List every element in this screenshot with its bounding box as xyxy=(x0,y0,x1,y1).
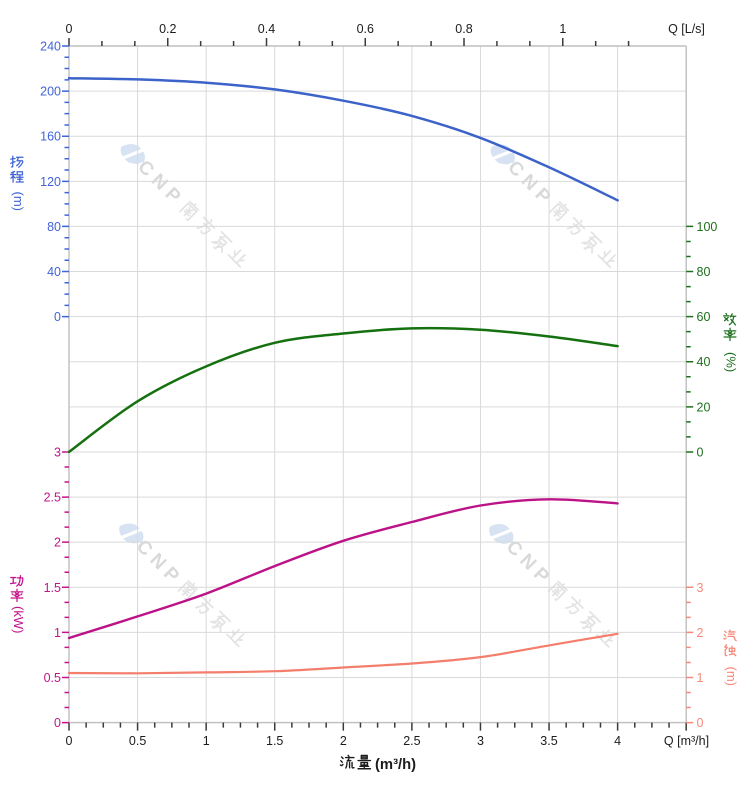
svg-text:4: 4 xyxy=(614,734,621,748)
svg-text:80: 80 xyxy=(697,265,711,279)
svg-text:200: 200 xyxy=(40,85,61,99)
svg-text:0: 0 xyxy=(54,310,61,324)
svg-text:(m³/h): (m³/h) xyxy=(375,757,416,773)
svg-text:0.6: 0.6 xyxy=(357,22,374,36)
svg-text:3: 3 xyxy=(697,581,704,595)
svg-text:2.5: 2.5 xyxy=(403,734,420,748)
svg-text:40: 40 xyxy=(47,265,61,279)
svg-text:0.5: 0.5 xyxy=(44,671,61,685)
svg-text:0: 0 xyxy=(54,716,61,730)
svg-text:120: 120 xyxy=(40,175,61,189)
svg-text:1: 1 xyxy=(54,626,61,640)
svg-text:0.8: 0.8 xyxy=(455,22,472,36)
svg-text:100: 100 xyxy=(697,220,718,234)
svg-text:0: 0 xyxy=(66,734,73,748)
svg-text:2.5: 2.5 xyxy=(44,491,61,505)
svg-text:0.5: 0.5 xyxy=(129,734,146,748)
svg-text:2: 2 xyxy=(697,626,704,640)
svg-text:3: 3 xyxy=(54,446,61,460)
svg-text:0: 0 xyxy=(66,22,73,36)
svg-text:240: 240 xyxy=(40,40,61,54)
svg-text:Q [m³/h]: Q [m³/h] xyxy=(664,734,709,748)
svg-text:160: 160 xyxy=(40,130,61,144)
svg-text:0: 0 xyxy=(697,716,704,730)
svg-text:20: 20 xyxy=(697,400,711,414)
svg-text:2: 2 xyxy=(340,734,347,748)
svg-text:0.2: 0.2 xyxy=(159,22,176,36)
svg-text:1.5: 1.5 xyxy=(266,734,283,748)
svg-text:2: 2 xyxy=(54,536,61,550)
svg-text:(%): (%) xyxy=(724,352,739,372)
svg-text:(m): (m) xyxy=(724,667,739,687)
svg-text:40: 40 xyxy=(697,355,711,369)
svg-text:3.5: 3.5 xyxy=(540,734,557,748)
svg-text:0.4: 0.4 xyxy=(258,22,275,36)
svg-text:1: 1 xyxy=(697,671,704,685)
svg-text:3: 3 xyxy=(477,734,484,748)
svg-text:60: 60 xyxy=(697,310,711,324)
svg-text:(kW): (kW) xyxy=(11,606,26,633)
svg-text:Q [L/s]: Q [L/s] xyxy=(668,22,705,36)
svg-text:1: 1 xyxy=(559,22,566,36)
svg-text:80: 80 xyxy=(47,220,61,234)
svg-text:0: 0 xyxy=(697,446,704,460)
svg-text:1: 1 xyxy=(203,734,210,748)
svg-text:(m): (m) xyxy=(11,192,26,212)
svg-text:1.5: 1.5 xyxy=(44,581,61,595)
